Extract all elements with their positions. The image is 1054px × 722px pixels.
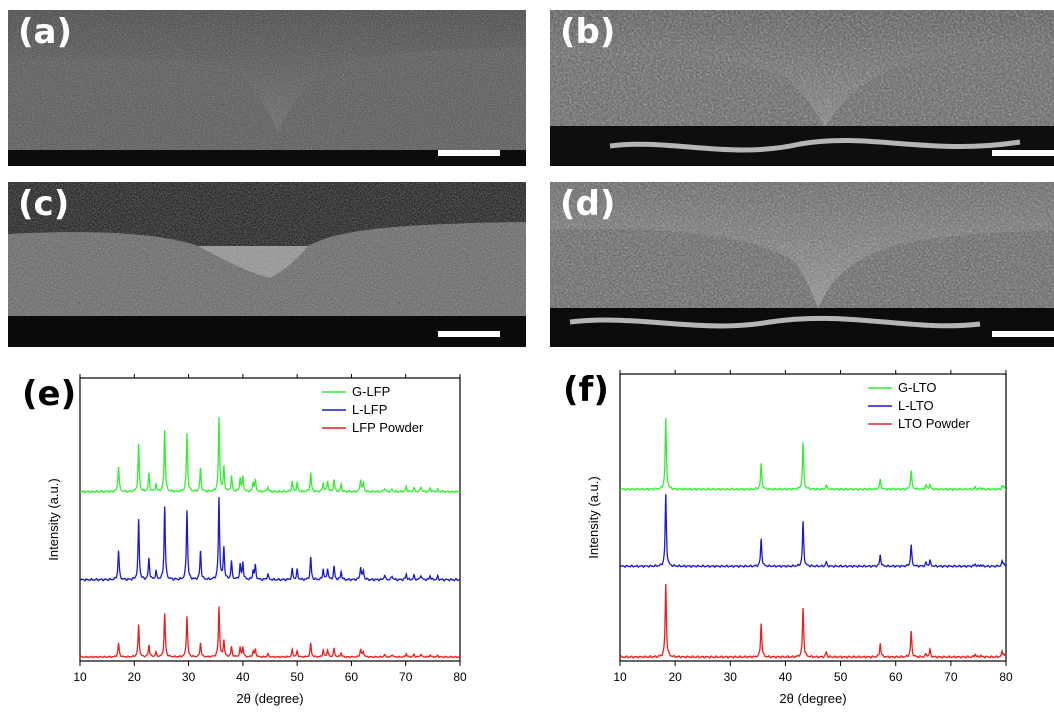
xrd-chart-lfp: 10 20 30 40 50 60 70 80 2θ (degree) Intensity (a.… [46,374,467,706]
x-tick-label: 20 [128,670,142,684]
x-tick-label: 70 [399,670,413,684]
panel-label: (b) [560,12,616,52]
legend-label: L-LFP [352,402,387,417]
xrd-chart-lto: 10 20 30 40 50 60 70 80 2θ (degree) Intensity (a.… [586,370,1013,706]
x-tick-label: 40 [779,670,793,684]
x-tick-label: 60 [889,670,903,684]
x-tick-label: 70 [944,670,958,684]
x-tick-label: 60 [345,670,359,684]
scale-bar [438,150,500,156]
chart-label-f: (f) [563,370,609,410]
legend-label: L-LTO [898,398,934,413]
sem-texture-c [8,182,526,347]
panel-label: (c) [18,184,70,224]
x-tick-label: 80 [453,670,467,684]
scale-bar [438,331,500,337]
sem-image-b: (b) [550,10,1054,166]
x-tick-label: 10 [73,670,87,684]
series-line-g-lfp [79,416,461,494]
series-line-lfp-powder [79,606,460,659]
series-line-l-lfp [79,497,461,582]
series-line-lto-powder [619,583,1007,659]
y-axis-label: Intensity (a.u.) [46,478,61,560]
sem-image-a: (a) [8,10,526,166]
x-tick-label: 30 [182,670,196,684]
panel-label: (d) [560,184,616,224]
legend-label: G-LTO [898,380,937,395]
legend-label: LTO Powder [898,416,970,431]
scale-bar [992,331,1054,337]
series-line-g-lto [619,418,1007,491]
scale-bar [992,150,1054,156]
x-tick-label: 50 [834,670,848,684]
sem-texture-a [8,10,526,166]
plot-frame [619,373,1007,662]
x-axis-label: 2θ (degree) [779,691,846,706]
plot-frame [79,377,461,662]
x-tick-label: 40 [236,670,250,684]
sem-texture-b [550,10,1054,166]
chart-label-e: (e) [22,374,77,414]
series-line-l-lto [619,494,1007,568]
sem-image-d: (d) [550,182,1054,347]
x-tick-label: 20 [668,670,682,684]
x-tick-label: 50 [290,670,304,684]
legend-label: LFP Powder [352,420,424,435]
x-tick-label: 30 [724,670,738,684]
x-tick-label: 80 [999,670,1013,684]
panel-label: (a) [18,12,73,52]
y-axis-label: Intensity (a.u.) [586,476,601,558]
x-axis-label: 2θ (degree) [236,691,303,706]
x-tick-label: 10 [613,670,627,684]
legend-label: G-LFP [352,384,390,399]
sem-texture-d [550,182,1054,347]
sem-image-c: (c) [8,182,526,347]
